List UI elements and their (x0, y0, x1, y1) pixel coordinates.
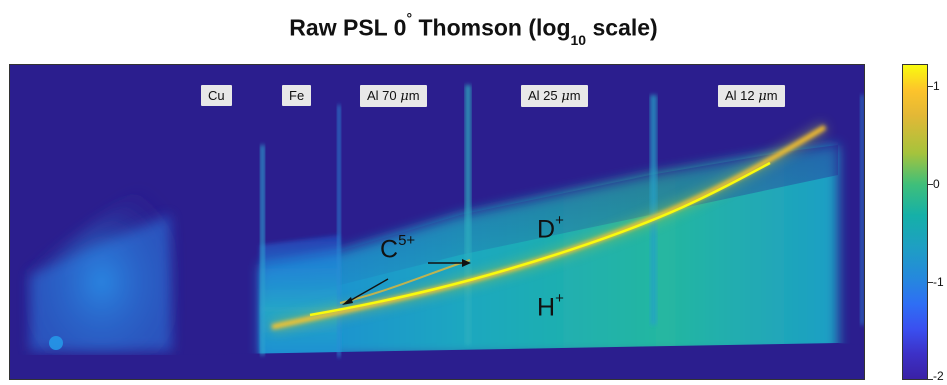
filter-label-al70: Al 70 μm (360, 85, 427, 107)
filter-label-fe-text: Fe (289, 88, 305, 103)
filter-label-al12-unit: m (766, 88, 778, 103)
filter-label-al25: Al 25 μm (521, 85, 588, 107)
colorbar-tick-minus1 (928, 282, 933, 283)
filter-label-al12-mu: μ (758, 89, 767, 104)
thomson-image-canvas (10, 85, 864, 379)
filter-label-al70-mu: μ (400, 89, 409, 104)
species-carbon-base: C (380, 235, 399, 264)
colorbar-tick-0 (928, 184, 933, 185)
title-middle: Thomson (log (412, 14, 571, 41)
colorbar-label-0: 0 (933, 177, 940, 191)
filter-label-al25-text: Al 25 (528, 88, 562, 103)
species-proton-base: H (537, 293, 556, 322)
species-deuteron-charge: + (555, 212, 564, 229)
filter-label-al70-unit: m (408, 88, 420, 103)
title-subscript: 10 (570, 32, 587, 49)
colorbar-tick-1 (928, 86, 933, 87)
thomson-image: Cu Fe Al 70 μm Al 25 μm Al 12 μm C5+ D+ … (9, 64, 865, 380)
filter-label-al25-mu: μ (561, 89, 570, 104)
species-label-carbon: C5+ (380, 232, 416, 264)
colorbar-label-1: 1 (933, 79, 940, 93)
species-label-proton: H+ (537, 290, 564, 322)
colorbar-label-minus2: -2 (933, 369, 944, 383)
filter-label-cu: Cu (201, 85, 232, 106)
title-suffix: scale) (586, 14, 658, 41)
species-label-deuteron: D+ (537, 212, 564, 244)
filter-label-al70-text: Al 70 (367, 88, 401, 103)
species-proton-charge: + (555, 290, 564, 307)
colorbar (902, 64, 928, 380)
filter-label-al12: Al 12 μm (718, 85, 785, 107)
colorbar-label-minus1: -1 (933, 275, 944, 289)
plot-title: Raw PSL 0° Thomson (log10 scale) (0, 10, 947, 48)
title-prefix: Raw PSL 0 (289, 14, 407, 41)
species-deuteron-base: D (537, 215, 556, 244)
colorbar-tick-minus2 (928, 379, 933, 380)
filter-label-al12-text: Al 12 (725, 88, 759, 103)
filter-label-cu-text: Cu (208, 88, 225, 103)
title-degree: ° (406, 10, 413, 26)
filter-label-al25-unit: m (569, 88, 581, 103)
species-carbon-charge: 5+ (398, 232, 416, 249)
filter-label-fe: Fe (282, 85, 312, 106)
